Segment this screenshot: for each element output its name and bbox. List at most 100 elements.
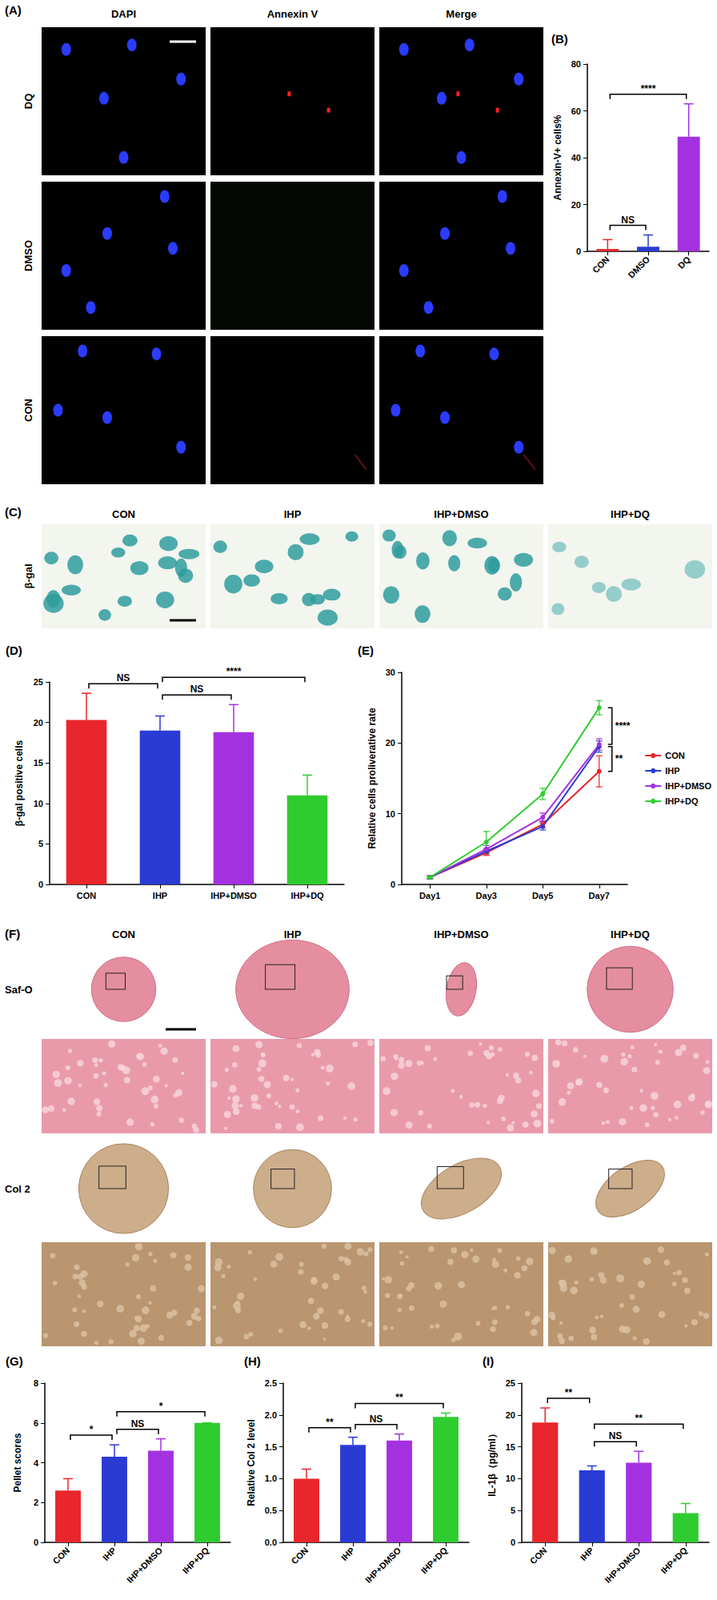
svg-text:(E): (E) [357,643,374,657]
svg-text:****: **** [615,720,631,732]
svg-text:DQ: DQ [22,93,35,110]
svg-text:0: 0 [510,1537,516,1547]
svg-text:CON: CON [112,928,136,941]
svg-text:DQ: DQ [676,253,693,270]
svg-text:****: **** [226,665,242,677]
svg-text:4: 4 [33,1458,40,1468]
svg-text:Day7: Day7 [588,890,610,901]
svg-text:0: 0 [390,879,396,890]
svg-text:DAPI: DAPI [111,8,137,21]
svg-text:Merge: Merge [445,8,477,21]
svg-text:IHP: IHP [100,1545,118,1563]
svg-text:β-gal positive cells: β-gal positive cells [13,740,25,827]
svg-text:IHP+DMSO: IHP+DMSO [210,890,257,901]
svg-text:6: 6 [33,1417,39,1428]
svg-text:NS: NS [608,1429,623,1442]
svg-text:IHP+DMSO: IHP+DMSO [433,508,489,521]
svg-text:NS: NS [369,1413,384,1425]
svg-text:CON: CON [590,254,612,276]
svg-text:0.5: 0.5 [264,1505,277,1515]
svg-text:40: 40 [571,152,581,163]
svg-text:0: 0 [576,246,581,257]
svg-text:20: 20 [33,717,44,728]
svg-text:Day5: Day5 [532,890,553,901]
svg-text:****: **** [640,83,657,95]
svg-text:Day1: Day1 [419,890,441,901]
svg-text:10: 10 [385,809,396,819]
svg-text:*: * [89,1423,94,1435]
svg-text:NS: NS [620,214,635,226]
svg-text:25: 25 [505,1377,516,1388]
svg-text:15: 15 [33,757,44,768]
svg-text:NS: NS [116,672,131,684]
svg-text:CON: CON [288,1545,310,1567]
svg-text:CON: CON [664,750,685,761]
svg-text:CON: CON [76,890,97,901]
svg-text:IHP+DQ: IHP+DQ [419,1544,450,1575]
svg-text:0: 0 [33,1537,39,1547]
svg-text:(F): (F) [4,926,21,941]
svg-text:IHP: IHP [152,890,168,901]
svg-text:(A): (A) [4,3,22,17]
svg-text:20: 20 [505,1409,516,1420]
svg-text:IHP+DQ: IHP+DQ [610,928,650,941]
svg-text:(C): (C) [4,504,22,519]
svg-text:NS: NS [131,1417,145,1430]
svg-text:IHP+DMSO: IHP+DMSO [124,1544,165,1585]
svg-text:0.0: 0.0 [264,1537,277,1547]
svg-text:CON: CON [528,1545,549,1567]
svg-text:(D): (D) [5,643,23,657]
svg-text:IHP+DMSO: IHP+DMSO [602,1544,643,1585]
svg-text:10: 10 [33,798,44,809]
svg-text:IHP+DQ: IHP+DQ [180,1544,212,1575]
svg-text:DMSO: DMSO [22,240,35,272]
svg-text:IHP: IHP [578,1545,596,1563]
svg-text:Saf-O: Saf-O [4,983,33,996]
svg-text:DMSO: DMSO [625,253,652,280]
svg-text:IHP: IHP [284,508,302,521]
svg-text:80: 80 [571,59,581,69]
svg-text:60: 60 [571,106,581,117]
svg-text:5: 5 [510,1505,516,1515]
svg-text:IHP+DMSO: IHP+DMSO [363,1544,404,1585]
svg-text:1.5: 1.5 [264,1442,277,1452]
svg-text:**: ** [635,1412,644,1424]
svg-text:2.0: 2.0 [264,1409,277,1420]
svg-text:**: ** [395,1391,404,1403]
svg-text:**: ** [564,1386,573,1398]
svg-text:Relative cells proliverative r: Relative cells proliverative rate [366,707,378,849]
svg-text:CON: CON [50,1545,72,1567]
svg-text:20: 20 [571,200,581,210]
svg-text:IHP: IHP [339,1545,357,1563]
svg-text:Annexin V: Annexin V [267,8,319,21]
svg-text:(G): (G) [5,1353,24,1368]
svg-text:5: 5 [38,838,44,849]
svg-text:8: 8 [33,1377,39,1388]
svg-text:**: ** [615,753,624,765]
svg-text:2.5: 2.5 [264,1377,277,1388]
svg-text:15: 15 [505,1442,516,1452]
svg-text:Col 2: Col 2 [4,1182,31,1195]
svg-text:IHP: IHP [664,765,680,776]
svg-text:0: 0 [38,879,44,890]
svg-text:30: 30 [385,667,396,677]
svg-text:IHP+DQ: IHP+DQ [664,796,699,806]
svg-text:25: 25 [33,676,44,687]
svg-text:IHP+DQ: IHP+DQ [610,508,650,521]
svg-text:(H): (H) [244,1353,261,1368]
svg-text:IHP+DMSO: IHP+DMSO [664,781,712,791]
svg-text:Day3: Day3 [476,890,497,901]
svg-text:IHP: IHP [284,928,302,941]
svg-text:CON: CON [22,398,35,422]
svg-text:β-gal: β-gal [22,563,35,589]
svg-text:*: * [159,1400,164,1412]
svg-text:IHP+DQ: IHP+DQ [290,890,325,901]
svg-text:CON: CON [112,508,136,521]
svg-text:IHP+DMSO: IHP+DMSO [433,928,489,941]
svg-text:IL-1β（pg/ml）: IL-1β（pg/ml） [486,1428,498,1497]
svg-text:(B): (B) [551,32,569,46]
svg-text:10: 10 [505,1473,516,1483]
svg-text:NS: NS [190,683,205,695]
svg-text:2: 2 [33,1497,39,1507]
svg-text:**: ** [325,1416,334,1428]
